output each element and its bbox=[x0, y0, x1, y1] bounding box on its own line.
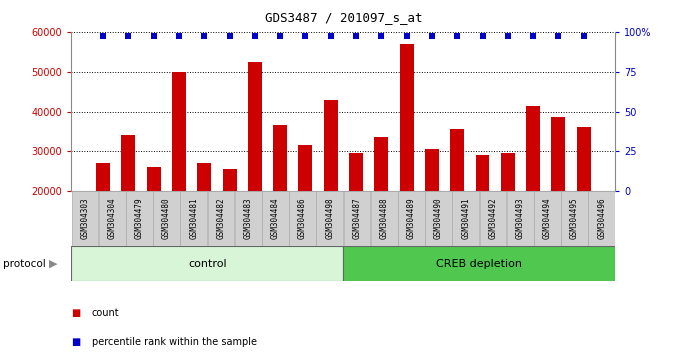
Text: ▶: ▶ bbox=[49, 259, 57, 269]
Bar bbox=[371, 191, 398, 246]
Bar bbox=[96, 163, 110, 191]
Text: GSM304493: GSM304493 bbox=[515, 198, 525, 239]
Bar bbox=[153, 191, 180, 246]
Point bbox=[452, 33, 462, 39]
Text: GSM304494: GSM304494 bbox=[543, 198, 552, 239]
Bar bbox=[126, 191, 153, 246]
Text: percentile rank within the sample: percentile rank within the sample bbox=[92, 337, 257, 347]
Point bbox=[477, 33, 488, 39]
Text: GSM304480: GSM304480 bbox=[162, 198, 171, 239]
Point bbox=[199, 33, 209, 39]
Bar bbox=[343, 246, 615, 281]
Bar bbox=[147, 167, 160, 191]
Text: GSM304495: GSM304495 bbox=[570, 198, 579, 239]
Text: GSM304489: GSM304489 bbox=[407, 198, 416, 239]
Text: GSM304491: GSM304491 bbox=[461, 198, 471, 239]
Point bbox=[300, 33, 311, 39]
Bar bbox=[577, 127, 591, 191]
Bar bbox=[299, 145, 312, 191]
Text: protocol: protocol bbox=[3, 259, 46, 269]
Text: GSM304304: GSM304304 bbox=[107, 198, 117, 239]
Point bbox=[123, 33, 134, 39]
Text: GSM304303: GSM304303 bbox=[80, 198, 90, 239]
Bar bbox=[316, 191, 343, 246]
Bar bbox=[561, 191, 588, 246]
Text: control: control bbox=[188, 259, 226, 269]
Bar bbox=[222, 169, 237, 191]
Bar bbox=[349, 153, 363, 191]
Bar bbox=[343, 191, 371, 246]
Bar bbox=[450, 130, 464, 191]
Text: GSM304490: GSM304490 bbox=[434, 198, 443, 239]
Bar bbox=[207, 191, 235, 246]
Point bbox=[250, 33, 260, 39]
Point bbox=[224, 33, 235, 39]
Point bbox=[426, 33, 437, 39]
Text: GSM304483: GSM304483 bbox=[243, 198, 253, 239]
Point bbox=[376, 33, 387, 39]
Text: GSM304487: GSM304487 bbox=[352, 198, 362, 239]
Point bbox=[98, 33, 109, 39]
Bar bbox=[262, 191, 289, 246]
Point bbox=[325, 33, 336, 39]
Point bbox=[173, 33, 184, 39]
Text: GSM304486: GSM304486 bbox=[298, 198, 307, 239]
Bar bbox=[273, 125, 287, 191]
Bar bbox=[99, 191, 126, 246]
Bar bbox=[324, 99, 338, 191]
Bar bbox=[452, 191, 479, 246]
Text: GSM304492: GSM304492 bbox=[488, 198, 498, 239]
Point bbox=[401, 33, 412, 39]
Bar bbox=[534, 191, 561, 246]
Text: GSM304479: GSM304479 bbox=[135, 198, 144, 239]
Bar bbox=[398, 191, 425, 246]
Bar bbox=[479, 191, 507, 246]
Bar bbox=[507, 191, 534, 246]
Text: GSM304488: GSM304488 bbox=[379, 198, 389, 239]
Bar bbox=[71, 191, 99, 246]
Bar bbox=[375, 137, 388, 191]
Bar bbox=[122, 135, 135, 191]
Text: GSM304482: GSM304482 bbox=[216, 198, 226, 239]
Point bbox=[275, 33, 286, 39]
Bar bbox=[172, 72, 186, 191]
Bar bbox=[501, 153, 515, 191]
Bar bbox=[475, 155, 490, 191]
Point bbox=[578, 33, 589, 39]
Point bbox=[351, 33, 362, 39]
Point bbox=[528, 33, 539, 39]
Point bbox=[503, 33, 513, 39]
Bar bbox=[235, 191, 262, 246]
Bar bbox=[180, 191, 207, 246]
Bar bbox=[425, 149, 439, 191]
Text: GSM304496: GSM304496 bbox=[597, 198, 607, 239]
Text: CREB depletion: CREB depletion bbox=[437, 259, 522, 269]
Bar bbox=[289, 191, 316, 246]
Bar bbox=[71, 246, 343, 281]
Bar bbox=[551, 118, 565, 191]
Bar bbox=[526, 105, 540, 191]
Point bbox=[148, 33, 159, 39]
Bar bbox=[248, 62, 262, 191]
Text: ■: ■ bbox=[71, 308, 81, 318]
Text: GDS3487 / 201097_s_at: GDS3487 / 201097_s_at bbox=[265, 11, 422, 24]
Bar bbox=[588, 191, 615, 246]
Bar bbox=[400, 44, 413, 191]
Text: ■: ■ bbox=[71, 337, 81, 347]
Bar bbox=[425, 191, 452, 246]
Bar bbox=[197, 163, 211, 191]
Text: GSM304481: GSM304481 bbox=[189, 198, 199, 239]
Text: GSM304498: GSM304498 bbox=[325, 198, 335, 239]
Text: count: count bbox=[92, 308, 120, 318]
Point bbox=[553, 33, 564, 39]
Text: GSM304484: GSM304484 bbox=[271, 198, 280, 239]
